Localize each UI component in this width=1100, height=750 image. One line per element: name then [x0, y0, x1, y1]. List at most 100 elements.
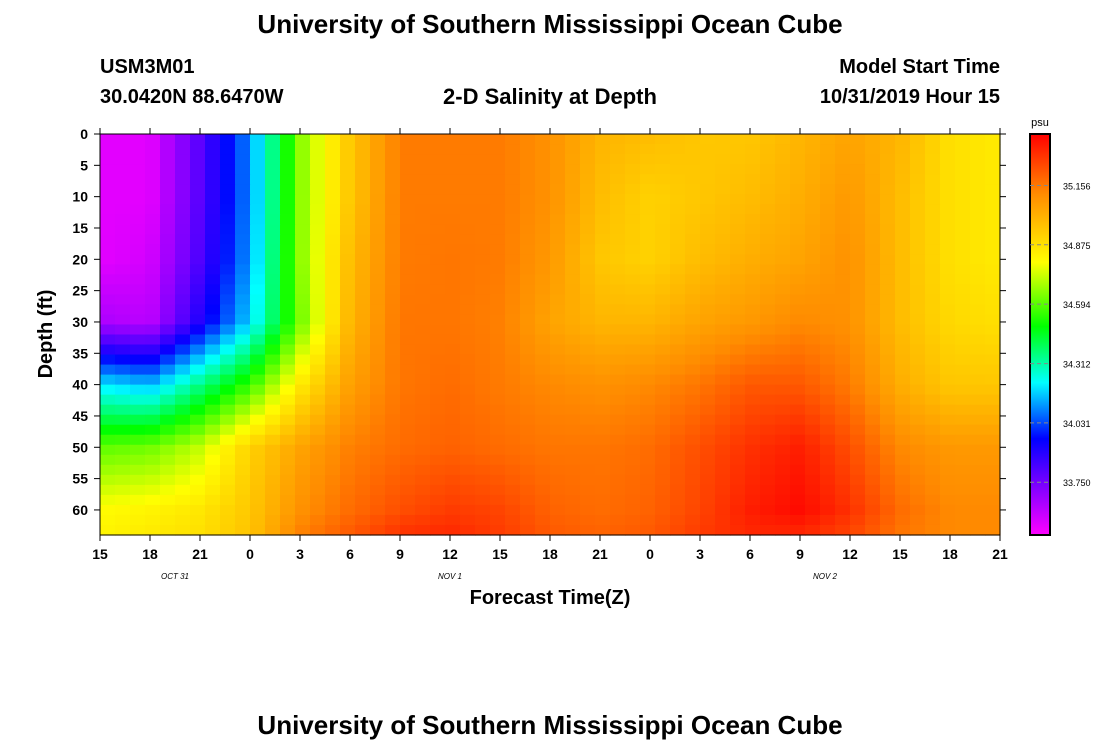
heatmap-cell — [100, 274, 116, 285]
heatmap-cell — [400, 274, 416, 285]
heatmap-cell — [100, 294, 116, 306]
heatmap-cell — [925, 414, 941, 426]
heatmap-cell — [130, 224, 146, 235]
heatmap-cell — [370, 214, 386, 225]
heatmap-cell — [220, 174, 236, 185]
heatmap-cell — [100, 284, 116, 296]
heatmap-cell — [805, 254, 821, 265]
heatmap-cell — [205, 504, 221, 516]
heatmap-cell — [745, 174, 761, 185]
heatmap-cell — [340, 324, 356, 336]
heatmap-cell — [715, 444, 731, 456]
heatmap-cell — [820, 164, 836, 175]
heatmap-cell — [865, 274, 881, 285]
heatmap-cell — [610, 284, 626, 296]
heatmap-cell — [970, 144, 986, 155]
heatmap-cell — [115, 154, 131, 165]
heatmap-cell — [730, 324, 746, 336]
heatmap-cell — [715, 394, 731, 406]
heatmap-cell — [505, 204, 521, 215]
heatmap-cell — [820, 334, 836, 346]
heatmap-cell — [940, 434, 956, 446]
heatmap-cell — [475, 384, 491, 396]
heatmap-cell — [415, 504, 431, 516]
heatmap-cell — [565, 424, 581, 436]
heatmap-cell — [310, 134, 326, 145]
heatmap-cell — [310, 374, 326, 386]
heatmap-cell — [610, 364, 626, 376]
heatmap-cell — [340, 514, 356, 526]
heatmap-cell — [730, 514, 746, 526]
heatmap-cell — [220, 414, 236, 426]
heatmap-cell — [475, 224, 491, 235]
heatmap-cell — [565, 184, 581, 195]
heatmap-cell — [595, 314, 611, 326]
heatmap-cell — [490, 464, 506, 476]
heatmap-cell — [280, 274, 296, 285]
heatmap-cell — [325, 214, 341, 225]
heatmap-cell — [475, 164, 491, 175]
heatmap-cell — [730, 334, 746, 346]
heatmap-cell — [820, 194, 836, 205]
heatmap-cell — [490, 524, 506, 536]
heatmap-cell — [235, 224, 251, 235]
heatmap-cell — [865, 314, 881, 326]
heatmap-cell — [925, 384, 941, 396]
model-start-value: 10/31/2019 Hour 15 — [819, 86, 1000, 108]
heatmap-cell — [370, 444, 386, 456]
heatmap-cell — [790, 514, 806, 526]
heatmap-cell — [565, 244, 581, 255]
heatmap-cell — [940, 244, 956, 255]
heatmap-cell — [475, 294, 491, 306]
heatmap-cell — [130, 414, 146, 426]
heatmap-cell — [295, 264, 311, 275]
heatmap-cell — [280, 164, 296, 175]
heatmap-cell — [790, 404, 806, 416]
heatmap-cell — [760, 364, 776, 376]
heatmap-cell — [790, 174, 806, 185]
heatmap-cell — [790, 384, 806, 396]
heatmap-cell — [370, 364, 386, 376]
heatmap-cell — [430, 394, 446, 406]
heatmap-cell — [160, 384, 176, 396]
heatmap-cell — [235, 364, 251, 376]
heatmap-cell — [430, 364, 446, 376]
heatmap-cell — [235, 404, 251, 416]
heatmap-cell — [580, 334, 596, 346]
heatmap-cell — [280, 514, 296, 526]
heatmap-cell — [670, 314, 686, 326]
heatmap-cell — [280, 434, 296, 446]
heatmap-cell — [145, 304, 161, 316]
heatmap-cell — [940, 274, 956, 285]
heatmap-cell — [715, 434, 731, 446]
heatmap-cell — [670, 264, 686, 275]
heatmap-cell — [130, 364, 146, 376]
heatmap-cell — [100, 194, 116, 205]
heatmap-cell — [940, 404, 956, 416]
heatmap-cell — [565, 384, 581, 396]
heatmap-cell — [940, 194, 956, 205]
heatmap-cell — [100, 244, 116, 255]
heatmap-cell — [835, 244, 851, 255]
heatmap-cell — [745, 214, 761, 225]
heatmap-cell — [100, 384, 116, 396]
heatmap-cell — [220, 504, 236, 516]
heatmap-cell — [640, 274, 656, 285]
heatmap-cell — [340, 284, 356, 296]
heatmap-cell — [955, 354, 971, 366]
x-tick-label: 18 — [542, 546, 558, 562]
heatmap-cell — [865, 244, 881, 255]
heatmap-cell — [850, 424, 866, 436]
heatmap-cell — [565, 324, 581, 336]
heatmap-cell — [280, 424, 296, 436]
heatmap-cell — [220, 514, 236, 526]
heatmap-cell — [490, 154, 506, 165]
heatmap-cell — [235, 374, 251, 386]
heatmap-cell — [475, 264, 491, 275]
heatmap-cell — [235, 174, 251, 185]
heatmap-cell — [985, 174, 1001, 185]
heatmap-cell — [985, 234, 1001, 245]
heatmap-cell — [835, 354, 851, 366]
heatmap-cell — [490, 424, 506, 436]
heatmap-cell — [340, 344, 356, 356]
